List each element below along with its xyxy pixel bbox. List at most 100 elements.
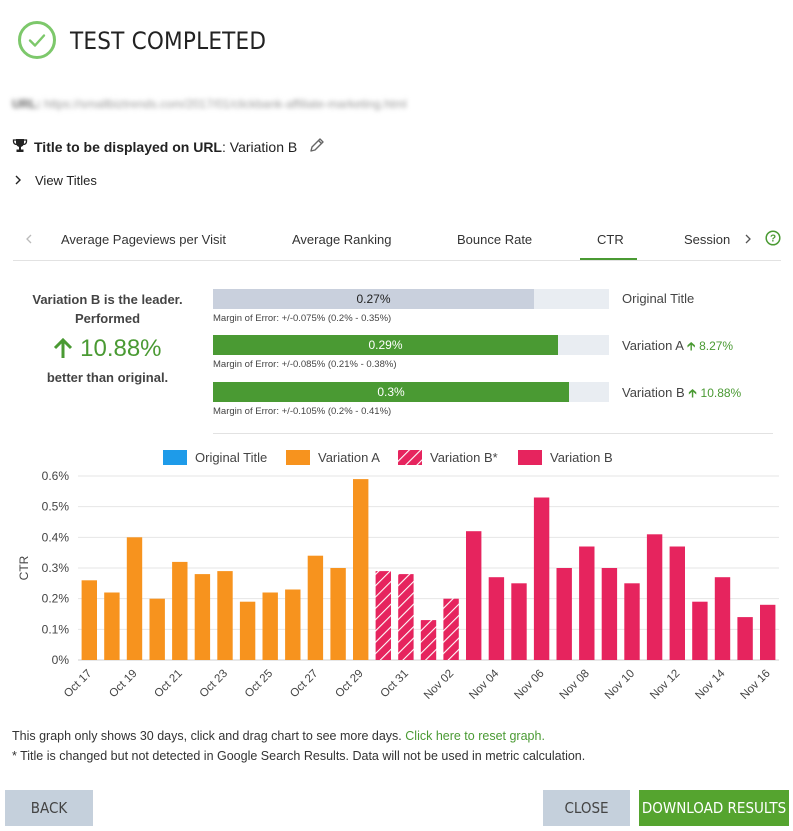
x-tick-label: Oct 31 (379, 668, 411, 700)
chart-bar[interactable] (601, 568, 618, 660)
result-value-original: 0.27% (356, 292, 391, 306)
delta-variation-b: 10.88% (700, 386, 742, 400)
legend-label[interactable]: Original Title (195, 450, 267, 465)
chart-bar[interactable] (760, 604, 776, 660)
legend-swatch[interactable] (398, 450, 422, 465)
chart-ylabel: CTR (17, 555, 31, 580)
x-tick-label: Oct 25 (243, 668, 275, 700)
check-circle-icon (18, 21, 56, 59)
legend-swatch[interactable] (163, 450, 187, 465)
chart-bar[interactable] (353, 479, 369, 660)
pencil-icon[interactable] (309, 137, 325, 156)
chart-bar[interactable] (692, 601, 708, 660)
result-value-variation-a: 0.29% (368, 338, 403, 352)
legend-swatch[interactable] (518, 450, 542, 465)
tab-bounce-rate[interactable]: Bounce Rate (457, 232, 533, 247)
chart-bar[interactable] (330, 568, 346, 660)
chart-bar[interactable] (307, 555, 324, 660)
result-fill-original (213, 289, 534, 309)
tab-session[interactable]: Session (684, 232, 731, 247)
chart-bar[interactable] (262, 592, 278, 661)
chart-bar[interactable] (466, 531, 482, 660)
result-bar-variation-b: 0.3% (213, 382, 609, 402)
moe-variation-b: Margin of Error: +/-0.105% (0.2% - 0.41%… (213, 406, 392, 417)
x-tick-label: Nov 08 (558, 668, 592, 702)
moe-variation-a: Margin of Error: +/-0.085% (0.21% - 0.38… (213, 359, 397, 370)
chart-bar[interactable] (398, 574, 414, 660)
arrow-up-icon: 🡱 (686, 339, 696, 353)
tab-divider (13, 260, 781, 261)
legend-label[interactable]: Variation A (318, 450, 380, 465)
chart-bar[interactable] (375, 571, 391, 660)
url-label: URL: (12, 97, 41, 111)
x-tick-label: Nov 06 (512, 668, 546, 702)
moe-original: Margin of Error: +/-0.075% (0.2% - 0.35%… (213, 313, 392, 324)
back-button[interactable]: BACK (5, 790, 93, 826)
chart-bar[interactable] (646, 534, 663, 660)
arrow-up-icon (53, 335, 80, 362)
result-bar-original: 0.27% (213, 289, 609, 309)
chart-bar[interactable] (126, 537, 143, 660)
leader-line2: Performed (74, 311, 141, 326)
x-tick-label: Oct 29 (333, 668, 365, 700)
legend-swatch[interactable] (286, 450, 310, 465)
page-title: TEST COMPLETED (70, 27, 267, 55)
label-variation-a: Variation A 🡱 8.27% (622, 338, 734, 353)
close-button[interactable]: CLOSE (543, 790, 630, 826)
chart-bar[interactable] (420, 620, 437, 660)
label-original: Original Title (622, 291, 695, 306)
label-variation-b: Variation B 🡱 10.88% (622, 385, 742, 400)
leader-line1: Variation B is the leader. (32, 292, 183, 307)
chart-bar[interactable] (104, 592, 120, 661)
ctr-chart[interactable]: Original Title Variation A Variation B* Var… (0, 440, 793, 725)
y-tick-label: 0.1% (42, 622, 70, 636)
y-tick-label: 0.5% (42, 500, 70, 514)
chart-bar[interactable] (714, 577, 731, 660)
chevron-left-icon[interactable] (25, 232, 33, 247)
chart-bar[interactable] (172, 561, 188, 660)
chart-bar[interactable] (488, 577, 505, 660)
result-fill-variation-b (213, 382, 569, 402)
chart-bar[interactable] (217, 571, 233, 660)
chart-bar[interactable] (669, 546, 685, 661)
x-tick-label: Oct 23 (198, 668, 230, 700)
chart-bar[interactable] (737, 617, 753, 660)
leader-summary: Variation B is the leader. Performed 10.… (20, 290, 195, 387)
result-bar-variation-a: 0.29% (213, 335, 609, 355)
chart-bar[interactable] (443, 598, 459, 660)
graph-footnote: This graph only shows 30 days, click and… (12, 729, 545, 743)
chart-bar[interactable] (533, 497, 550, 661)
view-titles-toggle[interactable]: View Titles (14, 173, 97, 188)
x-tick-label: Oct 21 (152, 668, 184, 700)
tab-average-ranking[interactable]: Average Ranking (292, 232, 392, 247)
delta-variation-a: 8.27% (699, 339, 734, 353)
legend-label[interactable]: Variation B* (430, 450, 498, 465)
help-icon[interactable]: ? (765, 230, 781, 249)
chevron-right-icon[interactable] (744, 232, 752, 247)
result-fill-variation-a (213, 335, 558, 355)
chart-bar[interactable] (239, 601, 256, 660)
chart-bar[interactable] (511, 583, 527, 660)
chart-bar[interactable] (81, 580, 97, 660)
chart-bar[interactable] (556, 568, 572, 660)
x-tick-label: Nov 02 (422, 668, 456, 702)
y-tick-label: 0.4% (42, 530, 70, 544)
y-tick-label: 0.3% (42, 561, 70, 575)
chevron-right-icon (14, 173, 22, 188)
metric-tabs: Average Pageviews per Visit Average Rank… (0, 228, 793, 260)
x-tick-label: Nov 10 (603, 668, 637, 702)
chart-bar[interactable] (194, 574, 211, 660)
leader-percent: 10.88% (80, 335, 162, 362)
legend-label[interactable]: Variation B (550, 450, 613, 465)
chart-bar[interactable] (149, 598, 165, 660)
reset-graph-link[interactable]: Click here to reset graph. (405, 729, 545, 743)
tab-ctr[interactable]: CTR (597, 232, 624, 247)
x-tick-label: Oct 17 (62, 668, 94, 700)
svg-text:?: ? (770, 234, 776, 245)
tab-average-pageviews[interactable]: Average Pageviews per Visit (61, 232, 227, 247)
download-results-button[interactable]: DOWNLOAD RESULTS (639, 790, 789, 826)
chart-bar[interactable] (624, 583, 640, 660)
chart-bar[interactable] (285, 589, 301, 661)
x-tick-label: Nov 14 (693, 667, 728, 702)
chart-bar[interactable] (579, 546, 595, 661)
